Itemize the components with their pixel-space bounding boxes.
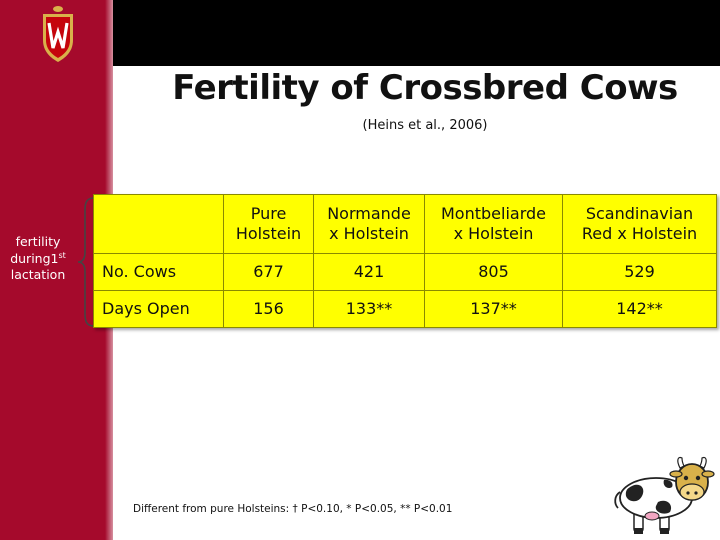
top-bar bbox=[0, 0, 720, 66]
side-label-line1: fertility bbox=[15, 234, 61, 249]
table-cell: 156 bbox=[223, 290, 314, 328]
header-line: Montbeliarde bbox=[441, 204, 546, 223]
header-line: Pure bbox=[250, 204, 287, 223]
table-header-row: Pure Holstein Normande x Holstein Montbeli… bbox=[93, 194, 717, 254]
table-header-cell: Pure Holstein bbox=[223, 194, 314, 254]
side-label: fertility during1st lactation bbox=[4, 234, 72, 284]
table-cell: 677 bbox=[223, 253, 314, 291]
table-cell: 142** bbox=[562, 290, 717, 328]
table-row: Days Open 156 133** 137** 142** bbox=[93, 290, 717, 328]
side-label-line2-base: during1 bbox=[10, 250, 59, 266]
cartoon-cow-icon bbox=[614, 456, 715, 534]
header-line: x Holstein bbox=[329, 224, 409, 243]
footnote: Different from pure Holsteins: † P<0.10,… bbox=[133, 503, 453, 515]
header-line: Scandinavian bbox=[585, 204, 694, 223]
side-label-line2: during1st bbox=[4, 251, 72, 268]
header-line: Holstein bbox=[235, 224, 302, 243]
table-cell: 805 bbox=[424, 253, 563, 291]
table-cell: 137** bbox=[424, 290, 563, 328]
row-label: No. Cows bbox=[93, 253, 224, 291]
university-crest-icon bbox=[43, 6, 73, 62]
table-header-cell: Montbeliarde x Holstein bbox=[424, 194, 563, 254]
fertility-table: Pure Holstein Normande x Holstein Montbeli… bbox=[93, 194, 717, 328]
table-header-cell: Normande x Holstein bbox=[313, 194, 425, 254]
slide-subtitle: (Heins et al., 2006) bbox=[362, 118, 488, 133]
header-line: x Holstein bbox=[453, 224, 534, 243]
slide-title: Fertility of Crossbred Cows bbox=[172, 68, 678, 108]
table-header-cell: Scandinavian Red x Holstein bbox=[562, 194, 717, 254]
header-line: Normande bbox=[327, 204, 411, 223]
side-label-line3: lactation bbox=[10, 267, 66, 282]
table-cell: 421 bbox=[313, 253, 425, 291]
header-line: Red x Holstein bbox=[581, 224, 698, 243]
table-corner-cell bbox=[93, 194, 224, 254]
table-row: No. Cows 677 421 805 529 bbox=[93, 253, 717, 291]
row-label: Days Open bbox=[93, 290, 224, 328]
side-label-line2-sup: st bbox=[58, 250, 66, 260]
table-cell: 133** bbox=[313, 290, 425, 328]
left-brace-icon bbox=[77, 197, 95, 327]
table-cell: 529 bbox=[562, 253, 717, 291]
